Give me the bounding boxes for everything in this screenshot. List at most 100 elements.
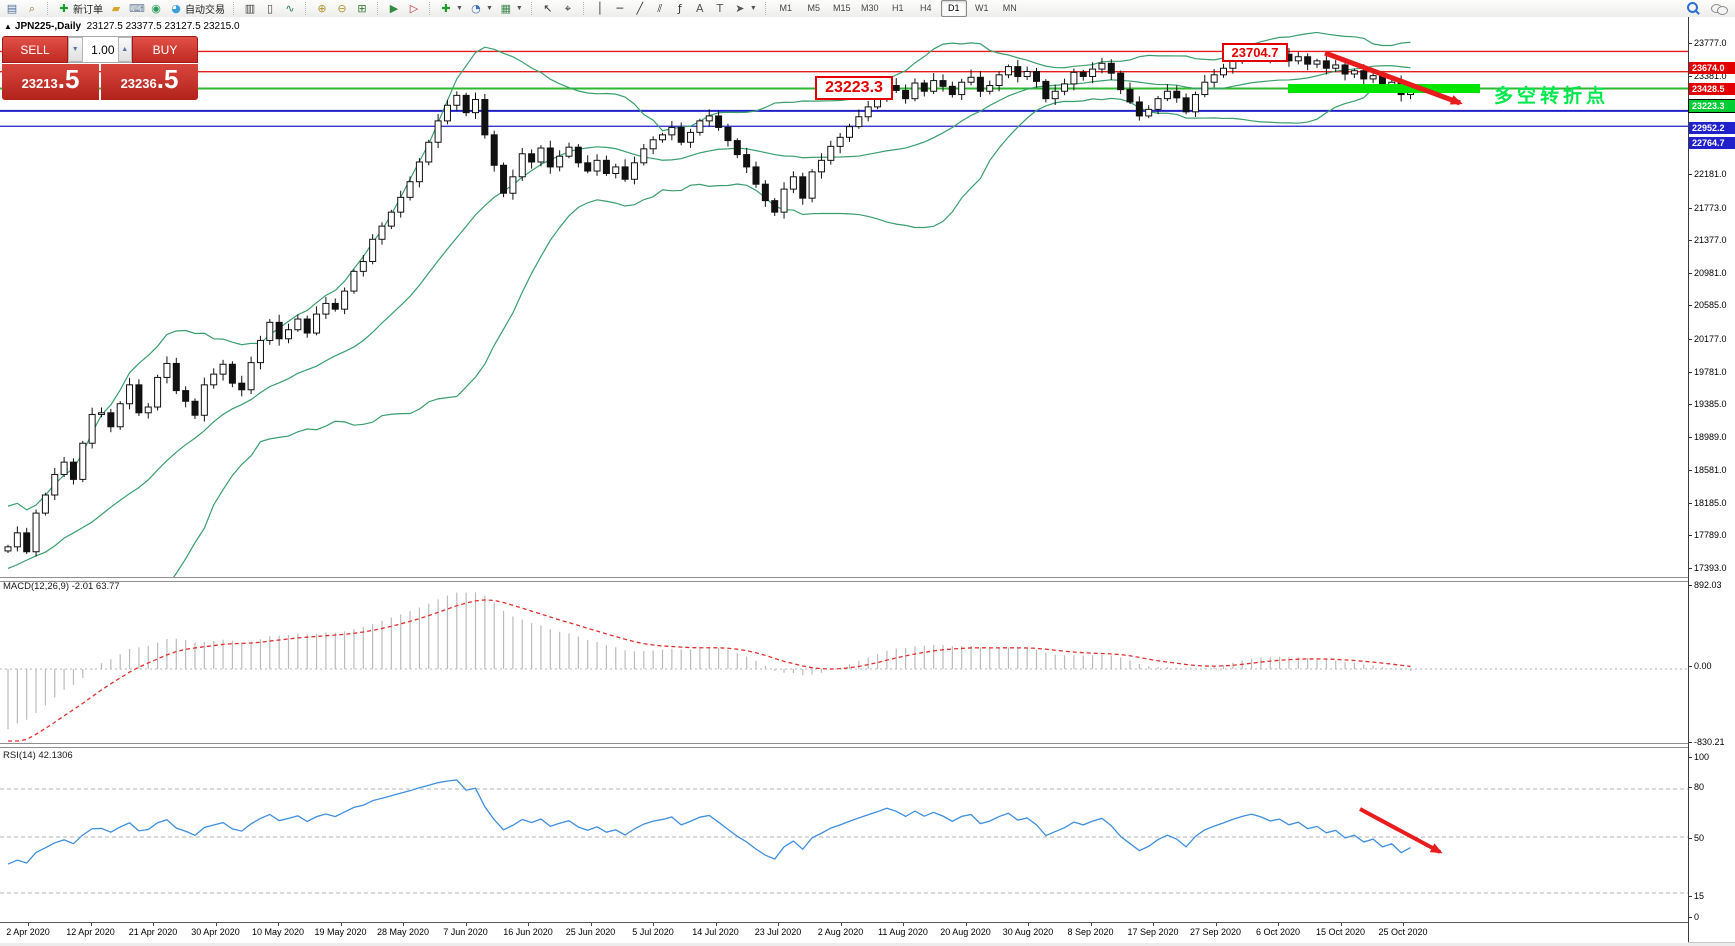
zoom-in-button[interactable]: ⊕ xyxy=(312,1,332,16)
crosshair-icon: ⌖ xyxy=(564,1,571,15)
chart-shift-button[interactable]: ▷ xyxy=(404,1,424,16)
price-tick: 19385.0 xyxy=(1689,399,1727,410)
candlestick-chart-button[interactable]: ▯ xyxy=(260,1,280,16)
date-tick xyxy=(28,923,29,926)
dropdown-caret-icon[interactable]: ▼ xyxy=(456,5,463,12)
timeframe-mn-button[interactable]: MN xyxy=(1002,3,1017,13)
volume-input[interactable] xyxy=(82,37,118,62)
macd-panel-canvas[interactable] xyxy=(0,582,1688,743)
autotrading-button[interactable]: ◕ 自动交易 xyxy=(166,1,228,17)
signals-button[interactable]: ◉ xyxy=(146,1,166,16)
panel-divider[interactable] xyxy=(0,577,1688,582)
vertical-line-button[interactable]: │ xyxy=(590,1,610,16)
volume-stepper: ▼ ▲ xyxy=(68,36,132,63)
toolbar-separator xyxy=(530,2,533,15)
dropdown-caret-icon[interactable]: ▼ xyxy=(485,5,493,12)
line-chart-button[interactable]: ∿ xyxy=(280,1,300,16)
timeframe-w1-button[interactable]: W1 xyxy=(975,3,989,13)
timeframe-h1-button[interactable]: H1 xyxy=(891,3,904,13)
styler-icon: ▰ xyxy=(111,1,121,15)
date-axis: 2 Apr 2020 12 Apr 2020 21 Apr 2020 30 Apr 2… xyxy=(0,922,1688,943)
date-label: 16 Jun 2020 xyxy=(503,927,553,937)
date-tick xyxy=(1340,923,1342,926)
price-tick: 17789.0 xyxy=(1689,530,1727,541)
timeframe-d1-button[interactable]: D1 xyxy=(940,0,967,17)
level-price-callout[interactable]: 23223.3 xyxy=(815,76,893,100)
price-level-badge: 23674.0 xyxy=(1689,62,1735,75)
fibonacci-button[interactable]: ƒ xyxy=(670,1,690,16)
date-label: 27 Sep 2020 xyxy=(1189,927,1242,937)
price-tick: 17393.0 xyxy=(1689,562,1727,573)
rsi-tick: 50 xyxy=(1688,833,1705,843)
date-tick xyxy=(278,923,279,926)
new-order-label: 新订单 xyxy=(73,5,103,16)
new-order-button[interactable]: ✚ 新订单 xyxy=(54,1,106,17)
macd-tick: -830.21 xyxy=(1689,737,1725,747)
text-label-button[interactable]: T xyxy=(710,1,730,16)
timeframe-m1-button[interactable]: M1 xyxy=(779,3,792,13)
search-icon[interactable] xyxy=(1686,1,1701,16)
sell-button[interactable]: SELL xyxy=(2,36,68,63)
high-price-callout[interactable]: 23704.7 xyxy=(1222,43,1288,62)
add-indicator-button[interactable]: ✚ ▼ xyxy=(436,1,466,16)
volume-up-button[interactable]: ▲ xyxy=(117,37,132,62)
date-label: 30 Aug 2020 xyxy=(1002,927,1054,937)
chat-icon[interactable] xyxy=(1711,2,1728,15)
dropdown-caret-icon[interactable]: ▼ xyxy=(749,5,757,12)
tile-windows-button[interactable]: ⊞ xyxy=(352,1,372,16)
price-tick: 22181.0 xyxy=(1689,169,1727,180)
timeframe-m30-button[interactable]: M30 xyxy=(860,3,879,13)
trendline-button[interactable]: ╱ xyxy=(630,1,650,16)
text-button[interactable]: A xyxy=(690,1,710,16)
candlestick-chart-icon: ▯ xyxy=(266,1,274,15)
date-tick xyxy=(653,923,654,926)
buy-button[interactable]: BUY xyxy=(132,36,198,63)
timeframe-m5-button[interactable]: M5 xyxy=(807,3,820,13)
buy-price-display[interactable]: 23236 .5 xyxy=(101,64,198,100)
turning-point-note[interactable]: 多空转折点 xyxy=(1494,86,1610,107)
horizontal-line-button[interactable]: ─ xyxy=(610,1,630,16)
date-tick xyxy=(1215,923,1217,926)
one-click-collapse-icon[interactable]: ▲ xyxy=(4,22,12,31)
dropdown-caret-icon[interactable]: ▼ xyxy=(515,5,523,12)
date-tick xyxy=(590,923,592,926)
market-watch-button[interactable]: ▤ xyxy=(2,1,22,16)
auto-scroll-button[interactable]: ▶ xyxy=(384,1,404,16)
zoom-out-button[interactable]: ⊖ xyxy=(332,1,352,16)
cursor-button[interactable]: ↖ xyxy=(538,1,558,16)
text-label-icon: T xyxy=(716,1,724,15)
panel-divider[interactable] xyxy=(0,743,1688,748)
timeframe-m15-button[interactable]: M15 xyxy=(832,3,851,13)
navigator-button[interactable]: ⌕ xyxy=(22,1,42,16)
price-level-badge: 23223.3 xyxy=(1688,98,1735,113)
styler-button[interactable]: ▰ xyxy=(106,1,126,16)
sell-price-display[interactable]: 23213 .5 xyxy=(2,64,99,100)
auto-scroll-icon: ▶ xyxy=(389,1,399,15)
metaeditor-button[interactable]: ⌨ xyxy=(126,1,146,16)
rsi-panel-canvas[interactable] xyxy=(0,747,1688,922)
bar-chart-button[interactable]: ▥ xyxy=(240,1,260,16)
arrows-button[interactable]: ➤ ▼ xyxy=(730,1,760,16)
date-label: 15 Oct 2020 xyxy=(1315,927,1366,937)
signals-icon: ◉ xyxy=(151,1,161,15)
vertical-line-icon: │ xyxy=(596,1,604,15)
horizontal-line-icon: ─ xyxy=(616,1,624,15)
date-tick xyxy=(403,923,404,926)
bar-chart-icon: ▥ xyxy=(244,1,256,15)
rsi-tick: 100 xyxy=(1688,752,1710,762)
crosshair-button[interactable]: ⌖ xyxy=(558,1,578,16)
date-tick xyxy=(90,923,92,926)
periods-clock-button[interactable]: ◔ ▼ xyxy=(466,1,496,16)
chart-title: ▲ JPN225-,Daily 23127.5 23377.5 23127.5 2… xyxy=(4,21,240,32)
date-label: 28 May 2020 xyxy=(376,927,430,937)
templates-button[interactable]: ▦ ▼ xyxy=(496,1,526,16)
metaeditor-icon: ⌨ xyxy=(129,1,145,15)
main-toolbar: ▤ ⌕ ✚ 新订单 ▰ ⌨ ◉ ◕ 自动交易 ▥ ▯ ∿ ⊕ ⊖ ⊞ ▶ ▷ ✚ ▼ ◔ ▼ ▦ ▼ ↖ ⌖ │ ─ ╱ ⫽ ƒ A T ➤ ▼ M… xyxy=(0,0,1735,18)
volume-down-button[interactable]: ▼ xyxy=(68,37,83,62)
main-chart-canvas[interactable] xyxy=(0,17,1688,577)
symbol-period-label: JPN225-,Daily xyxy=(14,21,82,32)
channel-button[interactable]: ⫽ xyxy=(650,1,670,16)
date-tick xyxy=(465,923,467,926)
timeframe-h4-button[interactable]: H4 xyxy=(919,3,932,13)
market-watch-icon: ▤ xyxy=(6,1,18,15)
